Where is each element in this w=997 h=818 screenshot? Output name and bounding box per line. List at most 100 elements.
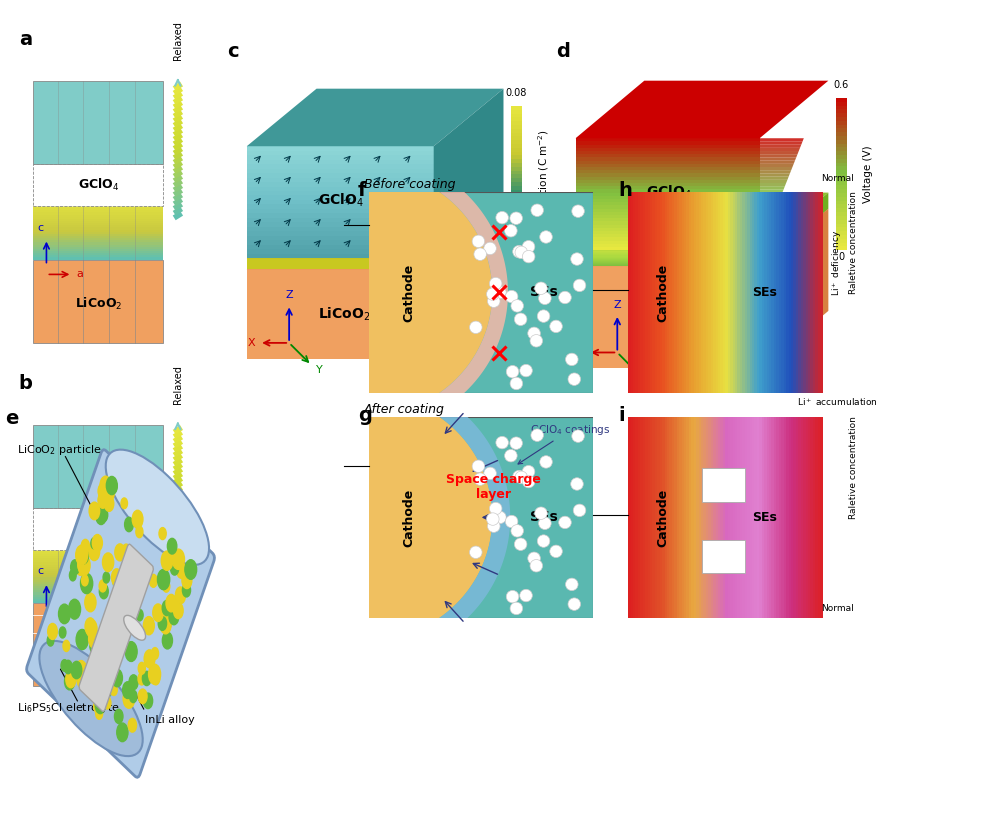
Circle shape: [166, 595, 176, 612]
Bar: [835, 223, 846, 227]
Circle shape: [519, 364, 532, 377]
Circle shape: [145, 649, 155, 667]
Bar: [575, 157, 760, 160]
Circle shape: [136, 526, 143, 537]
Bar: [652, 192, 655, 393]
Bar: [682, 192, 684, 393]
Bar: [34, 556, 164, 558]
Bar: [832, 327, 841, 332]
Bar: [832, 573, 841, 578]
Bar: [704, 192, 706, 393]
Text: Li$^+$ deficiency: Li$^+$ deficiency: [831, 231, 843, 296]
Bar: [662, 192, 665, 393]
Bar: [832, 533, 841, 537]
Polygon shape: [246, 258, 434, 269]
Bar: [246, 164, 434, 169]
Bar: [743, 417, 745, 618]
Bar: [246, 151, 434, 155]
Bar: [694, 417, 696, 618]
Bar: [791, 417, 794, 618]
Bar: [510, 186, 522, 190]
Circle shape: [538, 292, 551, 304]
Bar: [575, 180, 760, 183]
Bar: [750, 417, 752, 618]
Bar: [806, 417, 808, 618]
Ellipse shape: [106, 450, 209, 565]
Bar: [708, 417, 711, 618]
Text: d: d: [556, 43, 570, 61]
Bar: [835, 193, 846, 197]
Bar: [34, 579, 164, 582]
Bar: [34, 81, 164, 164]
Bar: [246, 178, 434, 182]
Bar: [832, 483, 841, 488]
Circle shape: [103, 692, 110, 703]
Circle shape: [139, 689, 148, 703]
Circle shape: [72, 661, 82, 679]
Bar: [34, 603, 164, 686]
Bar: [648, 417, 650, 618]
Circle shape: [531, 429, 543, 442]
Circle shape: [149, 664, 161, 684]
Circle shape: [488, 520, 500, 533]
Bar: [34, 558, 164, 560]
Circle shape: [161, 615, 171, 634]
Bar: [660, 192, 662, 393]
Bar: [755, 417, 757, 618]
Circle shape: [82, 539, 90, 553]
Bar: [767, 417, 769, 618]
Bar: [777, 192, 779, 393]
Circle shape: [506, 591, 518, 603]
Bar: [510, 133, 522, 137]
Bar: [832, 247, 841, 253]
Bar: [832, 457, 841, 462]
Circle shape: [570, 478, 583, 490]
Circle shape: [138, 672, 146, 685]
Circle shape: [115, 623, 122, 634]
Bar: [655, 192, 657, 393]
Bar: [706, 417, 708, 618]
Circle shape: [143, 672, 151, 685]
Bar: [34, 221, 164, 223]
Circle shape: [487, 513, 499, 525]
Bar: [246, 155, 434, 160]
Bar: [832, 432, 841, 437]
Circle shape: [111, 684, 118, 695]
Bar: [835, 239, 846, 243]
Polygon shape: [760, 187, 785, 190]
Bar: [34, 564, 164, 567]
Polygon shape: [760, 148, 800, 151]
Circle shape: [90, 636, 101, 655]
Text: Space charge
layer: Space charge layer: [446, 473, 541, 501]
Polygon shape: [246, 88, 503, 146]
Bar: [510, 121, 522, 125]
Polygon shape: [760, 196, 781, 199]
Bar: [733, 192, 735, 393]
Circle shape: [47, 635, 54, 646]
Bar: [34, 578, 164, 579]
Text: LiCoO$_2$: LiCoO$_2$: [75, 640, 122, 656]
Bar: [34, 245, 164, 247]
Bar: [34, 213, 164, 214]
Bar: [832, 472, 841, 478]
Bar: [575, 258, 760, 260]
Bar: [510, 114, 522, 117]
Bar: [575, 170, 760, 173]
Circle shape: [96, 507, 107, 524]
Text: After coating: After coating: [364, 402, 445, 416]
Bar: [835, 246, 846, 250]
Circle shape: [99, 580, 107, 592]
Bar: [835, 159, 846, 163]
Text: Z: Z: [613, 299, 621, 309]
Bar: [835, 182, 846, 186]
Circle shape: [75, 661, 87, 681]
Bar: [752, 192, 755, 393]
Circle shape: [549, 545, 562, 558]
Text: SEs: SEs: [752, 511, 777, 524]
Circle shape: [473, 460, 485, 473]
Bar: [34, 592, 164, 595]
Bar: [246, 249, 434, 254]
Polygon shape: [760, 155, 798, 157]
Bar: [510, 254, 522, 258]
Bar: [575, 202, 760, 205]
